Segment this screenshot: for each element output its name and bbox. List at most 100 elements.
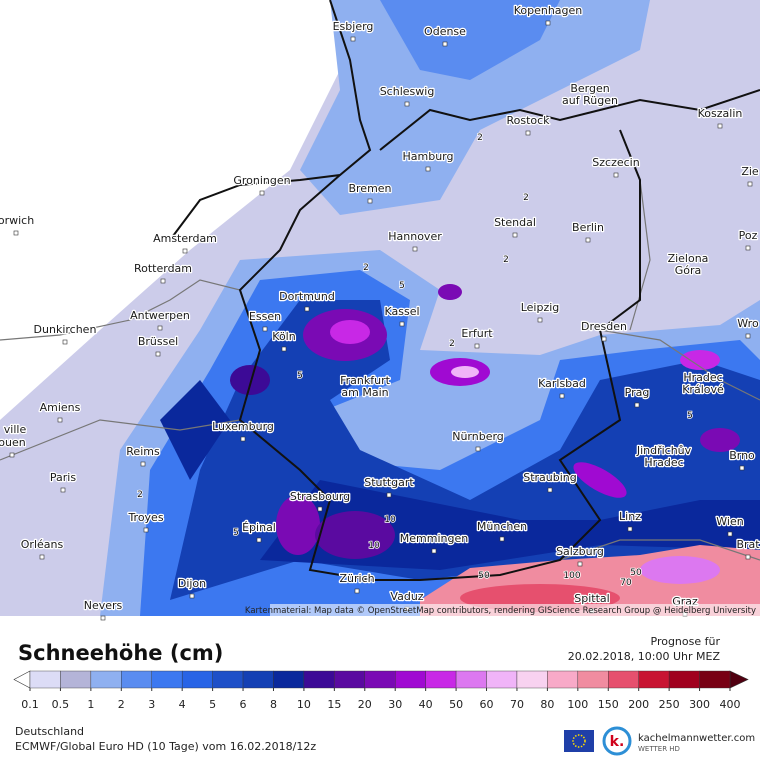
- legend-color-box: [638, 670, 670, 689]
- city-label-line: Reims: [126, 445, 160, 458]
- brand-subtitle: WETTER HD: [638, 745, 680, 753]
- city-dot: [717, 123, 723, 129]
- city-label: Rostock: [506, 114, 550, 127]
- contour-label: 2: [363, 263, 369, 273]
- city-label: Groningen: [233, 174, 290, 187]
- city-label-line: Hamburg: [403, 150, 454, 163]
- city-label: Paris: [50, 471, 76, 484]
- city-dot: [62, 339, 68, 345]
- city-label: Dortmund: [279, 290, 335, 303]
- legend-color-box: [425, 670, 457, 689]
- coastline: [379, 89, 760, 151]
- contour-label: 5: [687, 411, 693, 421]
- contour-label: 2: [523, 193, 529, 203]
- city-dot: [512, 232, 518, 238]
- city-dot: [100, 615, 106, 621]
- city-labels: Esbjerg Odense Kopenhagen Schleswig Bergen au…: [0, 3, 760, 621]
- city-label: Esbjerg: [333, 20, 374, 33]
- city-label: Koszalin: [698, 107, 743, 120]
- legend-color-box: [151, 670, 183, 689]
- city-dot: [545, 20, 551, 26]
- legend-tick-label: 0.5: [52, 698, 70, 711]
- forecast-label: Prognose für: [651, 635, 721, 648]
- city-label-line: Groningen: [233, 174, 290, 187]
- city-dot: [745, 245, 751, 251]
- city-label: orwich: [0, 214, 34, 227]
- city-label-line: Prag: [625, 386, 650, 399]
- city-label-line: Dresden: [581, 320, 627, 333]
- legend-color-box: [60, 670, 92, 689]
- city-label: Köln: [272, 330, 295, 343]
- legend-tick-label: 300: [689, 698, 710, 711]
- snow-area-violet: [680, 350, 720, 370]
- legend-color-box: [547, 670, 579, 689]
- city-label-line: Wro: [737, 317, 759, 330]
- region-name: Deutschland: [15, 725, 84, 738]
- contour-label: 2: [477, 133, 483, 143]
- city-dot: [585, 237, 591, 243]
- eu-flag-stars: [572, 734, 586, 748]
- city-label-line: Jindřichův: [636, 444, 692, 457]
- city-label: Troyes: [127, 511, 163, 524]
- legend-color-box: [181, 670, 213, 689]
- city-label: Nürnberg: [452, 430, 504, 443]
- city-label-line: Hradec: [683, 371, 722, 384]
- legend-color-box: [516, 670, 548, 689]
- legend-color-box: [486, 670, 518, 689]
- city-label-line: Frankfurt: [340, 374, 390, 387]
- city-label-line: Zürich: [339, 572, 374, 585]
- city-label: Dresden: [581, 320, 627, 333]
- city-label: Épinal: [242, 521, 276, 534]
- forecast-valid-time: 20.02.2018, 10:00 Uhr MEZ: [568, 650, 721, 663]
- city-label-line: Brat: [736, 538, 760, 551]
- city-dot: [262, 326, 268, 332]
- city-dot: [362, 390, 368, 396]
- city-label: Luxemburg: [212, 420, 274, 433]
- legend-tick-label: 40: [419, 698, 433, 711]
- model-info: ECMWF/Global Euro HD (10 Tage) vom 16.02…: [15, 740, 316, 753]
- legend-color-box: [121, 670, 152, 689]
- city-label: Berlin: [572, 221, 604, 234]
- city-dot: [182, 248, 188, 254]
- city-label: ville: [4, 423, 27, 436]
- city-label-line: Hradec: [644, 456, 683, 469]
- city-label: Wro: [737, 317, 759, 330]
- city-dot: [547, 487, 553, 493]
- legend-color-box: [364, 670, 396, 689]
- contour-label: 10: [368, 541, 380, 551]
- city-label-line: Troyes: [127, 511, 163, 524]
- city-label-line: Stuttgart: [364, 476, 414, 489]
- snow-area-blue-north: [300, 0, 650, 215]
- logo-ring: [602, 726, 632, 756]
- city-label: Zie: [741, 165, 759, 178]
- city-label: Brno: [729, 449, 755, 462]
- city-dot: [613, 172, 619, 178]
- city-label-line: Zielona: [668, 252, 709, 265]
- legend-color-box: [577, 670, 609, 689]
- contour-label: 100: [563, 571, 580, 581]
- city-dot: [256, 537, 262, 543]
- contour-label: 10: [384, 515, 396, 525]
- city-dot: [559, 393, 565, 399]
- city-label-line: Kassel: [384, 305, 419, 318]
- city-dot: [685, 268, 691, 274]
- legend-tick-label: 1: [87, 698, 94, 711]
- legend-tick-label: 150: [598, 698, 619, 711]
- contour-label: 50: [478, 571, 490, 581]
- city-label-line: Nürnberg: [452, 430, 504, 443]
- city-dot: [367, 198, 373, 204]
- city-label-line: Essen: [249, 310, 281, 323]
- city-label: Nevers: [84, 599, 123, 612]
- city-label-line: Dunkirchen: [34, 323, 97, 336]
- snow-area-alps-violet: [640, 556, 720, 584]
- legend-tick-label: 5: [209, 698, 216, 711]
- city-label: Szczecin: [592, 156, 639, 169]
- city-label-line: Strasbourg: [290, 490, 350, 503]
- city-dot: [700, 387, 706, 393]
- city-label-line: auf Rügen: [562, 94, 618, 107]
- snow-area-purple: [573, 462, 627, 498]
- city-dot: [317, 506, 323, 512]
- brand-name: kachelmannwetter.com: [638, 733, 755, 744]
- snow-area-purple: [276, 495, 320, 555]
